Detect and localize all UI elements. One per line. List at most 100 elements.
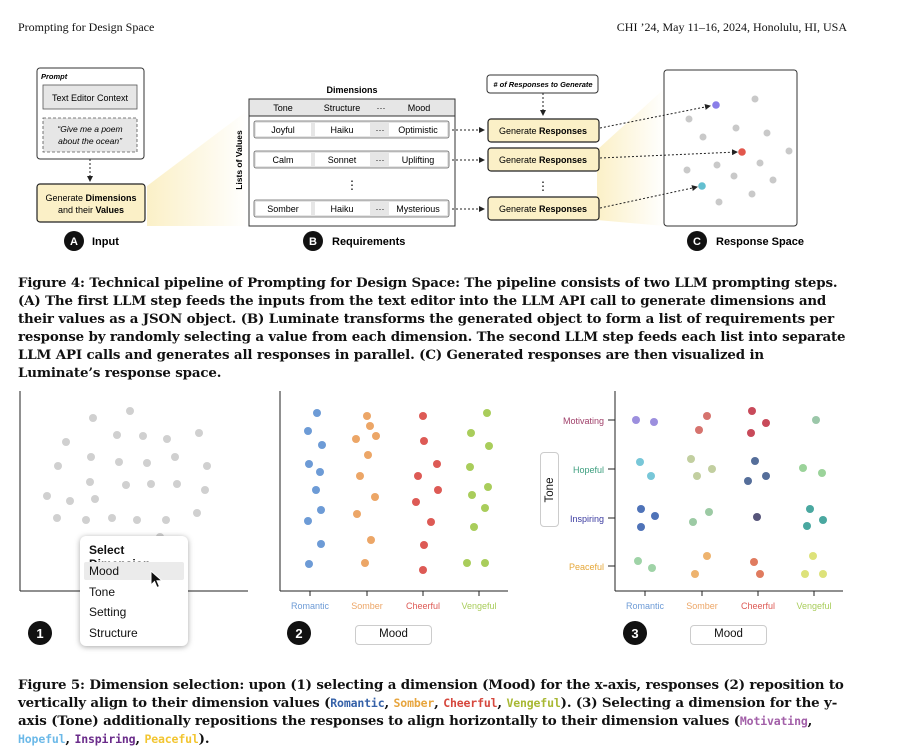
text-editor-box [42,84,138,110]
svg-text:3: 3 [631,626,638,641]
panel-1-dots [43,407,211,541]
running-header-right: CHI ’24, May 11–16, 2024, Honolulu, HI, … [616,20,847,34]
svg-text:Joyful: Joyful [271,125,295,135]
response-dots [683,95,793,206]
query-box [42,117,138,153]
menu-item-setting[interactable]: Setting [89,605,127,619]
figure-5-dimension-selection: 1 Romantic Somber Cheerful Vengeful 2 Mo… [19,391,843,645]
vengeful-dots [463,409,493,567]
svg-text:Haiku: Haiku [330,125,353,135]
cyan-response-dot [698,182,706,190]
column-header: ··· [377,103,386,113]
svg-text:Generate Responses: Generate Responses [499,126,587,136]
table-row: Somber Haiku ··· Mysterious [253,199,450,218]
red-response-dot [738,148,746,156]
cheerful-dots [412,412,442,574]
step-2-badge [287,621,311,645]
menu-item-mood[interactable]: Mood [84,562,184,580]
menu-item-structure[interactable]: Structure [89,626,138,640]
label-b-badge [303,231,323,251]
svg-text:Sonnet: Sonnet [328,155,357,165]
generate-responses-box: Generate Responses [487,118,600,143]
label-c-text: Response Space [716,236,804,248]
svg-text:Romantic: Romantic [626,601,665,611]
lists-of-values-label: Lists of Values [234,130,244,190]
svg-text:Cheerful: Cheerful [406,601,440,611]
svg-text:Vengeful: Vengeful [796,601,831,611]
figure-4-caption: Figure 4: Technical pipeline of Promptin… [18,275,846,381]
step-1-badge [28,621,52,645]
row-ellipsis: ⋮ [346,178,358,192]
table-row: Joyful Haiku ··· Optimistic [253,120,450,139]
select-dimension-menu: Select Dimension Mood Tone Setting Struc… [80,536,188,646]
panel-3-axes [608,391,843,596]
svg-text:Cheerful: Cheerful [741,601,775,611]
svg-text:Generate Responses: Generate Responses [499,204,587,214]
figure-5-caption: Figure 5: Dimension selection: upon (1) … [18,677,844,747]
generate-dimensions-line1: Generate Dimensions [45,193,136,203]
generate-dimensions-box [36,183,146,223]
generate-responses-box: Generate Responses [487,196,600,221]
column-header: Mood [408,103,431,113]
prompt-label: Prompt [41,72,68,81]
label-a-text: Input [92,236,119,248]
svg-text:Generate Responses: Generate Responses [499,155,587,165]
text-editor-label: Text Editor Context [52,93,129,103]
y-axis-dimension-label: Tone [543,477,556,502]
svg-text:Somber: Somber [267,204,299,214]
svg-text:Somber: Somber [351,601,383,611]
generate-dimensions-line2: and their Values [58,205,124,215]
column-header: Tone [273,103,293,113]
svg-text:···: ··· [376,155,385,165]
svg-text:Calm: Calm [272,155,293,165]
figure-4-pipeline: Prompt Text Editor Context “Give me a po… [36,67,804,251]
svg-text:Peaceful: Peaceful [569,562,604,572]
svg-text:···: ··· [376,204,385,214]
svg-text:A: A [70,236,78,248]
label-c-badge [687,231,707,251]
y-axis-dimension-button[interactable]: Tone [540,452,559,527]
x-axis-dimension-button[interactable]: Mood [690,625,767,645]
panel-2-axes [279,391,508,596]
svg-text:C: C [693,236,701,248]
svg-text:Motivating: Motivating [563,416,604,426]
svg-text:Haiku: Haiku [330,204,353,214]
svg-text:···: ··· [376,125,385,135]
query-line-2: about the ocean” [58,136,123,146]
num-responses-label: # of Responses to Generate [493,80,592,89]
label-a-badge [64,231,84,251]
dimensions-title: Dimensions [326,85,377,95]
query-line-1: “Give me a poem [57,124,122,134]
cone-a [147,110,248,226]
table-row: Calm Sonnet ··· Uplifting [253,150,450,169]
column-header: Structure [324,103,361,113]
step-3-badge [623,621,647,645]
panel-3-x-labels: Romantic Somber Cheerful Vengeful [626,601,832,611]
svg-text:Uplifting: Uplifting [402,155,435,165]
response-space-box [663,69,798,227]
table-header [248,98,456,117]
menu-item-tone[interactable]: Tone [89,585,116,599]
svg-text:Hopeful: Hopeful [573,465,604,475]
somber-dots [352,412,380,567]
romantic-dots [304,409,326,568]
label-b-text: Requirements [332,236,405,248]
svg-text:B: B [309,236,317,248]
panel-2-x-labels: Romantic Somber Cheerful Vengeful [291,601,497,611]
svg-text:Mysterious: Mysterious [396,204,440,214]
svg-text:Romantic: Romantic [291,601,330,611]
generate-responses-box: Generate Responses [487,147,600,172]
svg-text:1: 1 [36,626,43,641]
cone-c [597,88,665,226]
svg-text:2: 2 [295,626,302,641]
running-header-left: Prompting for Design Space [18,20,155,34]
purple-response-dot [712,101,720,109]
mouse-cursor-icon [150,570,164,589]
svg-text:Optimistic: Optimistic [398,125,438,135]
responses-ellipsis: ⋮ [537,179,549,193]
svg-text:Somber: Somber [686,601,718,611]
panel-3-y-labels: Motivating Hopeful Inspiring Peaceful [563,416,604,572]
x-axis-dimension-button[interactable]: Mood [355,625,432,645]
svg-text:Vengeful: Vengeful [461,601,496,611]
svg-text:Inspiring: Inspiring [570,514,604,524]
